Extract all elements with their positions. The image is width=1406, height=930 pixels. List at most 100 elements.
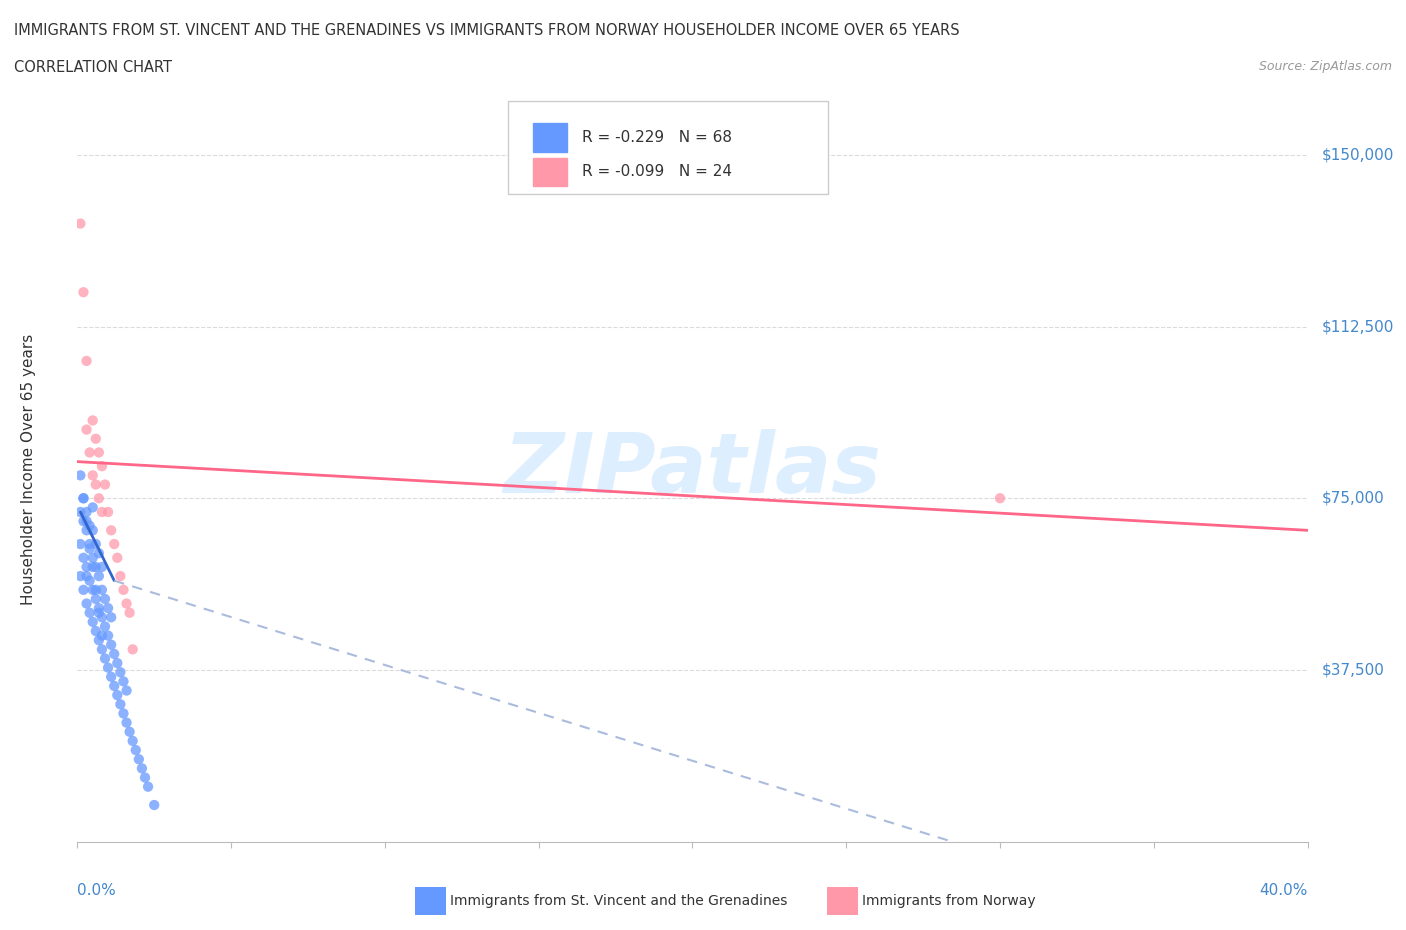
Point [72,491,94,506]
Point [105,656,128,671]
Point [100,670,122,684]
Point [76,505,98,520]
Point [87,445,110,460]
Point [110,697,132,711]
Point [97,628,120,643]
Point [112,706,135,721]
Point [79,518,101,533]
Point [72,285,94,299]
Text: 0.0%: 0.0% [77,883,117,897]
Point [94,477,117,492]
Point [79,445,101,460]
FancyBboxPatch shape [508,101,828,194]
Text: IMMIGRANTS FROM ST. VINCENT AND THE GRENADINES VS IMMIGRANTS FROM NORWAY HOUSEHO: IMMIGRANTS FROM ST. VINCENT AND THE GREN… [14,23,960,38]
Point [100,610,122,625]
Bar [533,158,567,186]
Point [69,537,91,551]
Point [87,632,110,647]
Point [82,582,104,597]
Point [84,560,107,575]
Point [76,523,98,538]
Point [87,568,110,583]
Point [82,551,104,565]
Point [94,619,117,634]
Point [84,624,107,639]
Point [79,573,101,588]
Point [103,679,125,694]
Point [110,665,132,680]
Text: $37,500: $37,500 [1322,662,1385,677]
Point [79,537,101,551]
Point [76,560,98,575]
Point [131,761,153,776]
Point [76,513,98,528]
Point [100,523,122,538]
Point [134,770,156,785]
Point [90,628,114,643]
Point [112,582,135,597]
Point [94,591,117,606]
Text: Immigrants from St. Vincent and the Grenadines: Immigrants from St. Vincent and the Gren… [450,894,787,909]
Point [72,582,94,597]
Point [118,724,141,739]
Point [110,568,132,583]
Point [82,468,104,483]
Point [90,582,114,597]
Point [72,513,94,528]
Text: CORRELATION CHART: CORRELATION CHART [14,60,172,75]
Point [103,537,125,551]
Point [84,477,107,492]
Text: R = -0.229   N = 68: R = -0.229 N = 68 [582,130,731,145]
Point [136,779,159,794]
Text: Immigrants from Norway: Immigrants from Norway [862,894,1035,909]
Point [82,413,104,428]
Point [97,505,120,520]
Point [69,216,91,231]
Point [87,601,110,616]
Point [128,751,150,766]
Point [94,651,117,666]
Point [90,610,114,625]
Text: $75,000: $75,000 [1322,491,1385,506]
Point [90,560,114,575]
Point [90,458,114,473]
Point [97,660,120,675]
Point [115,684,138,698]
Point [82,523,104,538]
Point [84,432,107,446]
Point [112,674,135,689]
Point [76,422,98,437]
Text: Householder Income Over 65 years: Householder Income Over 65 years [21,334,35,605]
Point [90,505,114,520]
Text: $150,000: $150,000 [1322,147,1393,163]
Point [97,601,120,616]
Point [988,491,1011,506]
Point [76,596,98,611]
Text: Source: ZipAtlas.com: Source: ZipAtlas.com [1258,60,1392,73]
Text: ZIPatlas: ZIPatlas [503,429,882,511]
Point [79,541,101,556]
Point [69,468,91,483]
Point [121,642,143,657]
Point [143,798,166,813]
Point [87,546,110,561]
Point [69,505,91,520]
Point [76,353,98,368]
Text: $112,500: $112,500 [1322,319,1393,334]
Point [84,582,107,597]
Point [79,605,101,620]
Point [87,605,110,620]
Point [105,551,128,565]
Point [118,605,141,620]
Point [72,551,94,565]
Point [115,715,138,730]
Point [105,687,128,702]
Bar [533,124,567,152]
Point [82,500,104,515]
Point [84,591,107,606]
Point [69,568,91,583]
Point [100,637,122,652]
Text: R = -0.099   N = 24: R = -0.099 N = 24 [582,165,731,179]
Point [115,596,138,611]
Point [121,734,143,749]
